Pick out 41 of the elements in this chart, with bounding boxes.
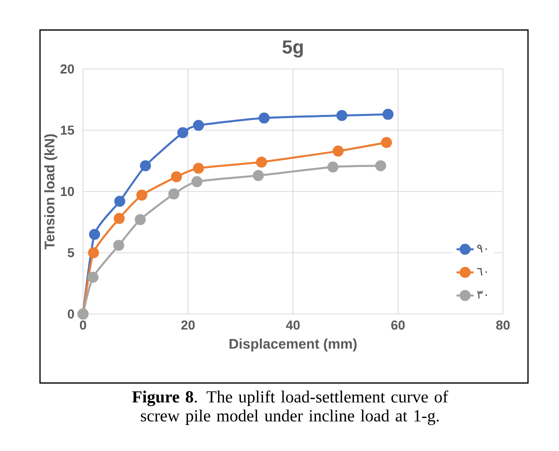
- point: [252, 170, 264, 182]
- point: [114, 196, 126, 207]
- y-tick-label: 15: [60, 126, 74, 135]
- y-tick-label: 0: [68, 309, 74, 319]
- point: [382, 108, 394, 120]
- legend-label: ٦٠: [477, 268, 487, 276]
- point: [177, 127, 188, 138]
- y-tick-label: 5: [68, 248, 74, 258]
- point: [193, 120, 204, 131]
- point: [89, 228, 100, 240]
- point: [170, 171, 182, 182]
- x-tick-label: 40: [286, 320, 300, 330]
- text: Figure 8. The uplift load-settlement curve of screw pile model under incline load at 1-g.: [132, 390, 448, 426]
- point: [256, 156, 268, 168]
- x-tick-label: 20: [181, 320, 195, 330]
- point: [140, 160, 151, 172]
- point: [114, 212, 125, 224]
- y-tick-label: 20: [60, 64, 74, 74]
- point: [113, 240, 124, 251]
- point: [168, 188, 180, 200]
- x-tick-label: 0: [80, 320, 86, 330]
- y-tick-label: 10: [60, 186, 74, 196]
- point: [380, 136, 392, 148]
- x-axis-title: Displacement (mm): [230, 338, 357, 352]
- legend-label: ٣٠: [477, 290, 487, 299]
- point: [191, 176, 202, 188]
- point: [136, 190, 148, 201]
- chart-title: 5g: [282, 40, 303, 58]
- point: [327, 161, 338, 172]
- point: [336, 110, 348, 122]
- point: [87, 272, 98, 283]
- x-tick-label: 80: [496, 320, 510, 330]
- point: [193, 162, 204, 174]
- x-tick-label: 60: [391, 320, 405, 330]
- point: [88, 247, 100, 258]
- point: [134, 214, 146, 226]
- point: [258, 112, 270, 124]
- legend-label: ٩٠: [477, 244, 487, 252]
- point: [332, 146, 344, 157]
- y-axis-title: Tension load (kN): [44, 134, 58, 250]
- point: [375, 160, 386, 172]
